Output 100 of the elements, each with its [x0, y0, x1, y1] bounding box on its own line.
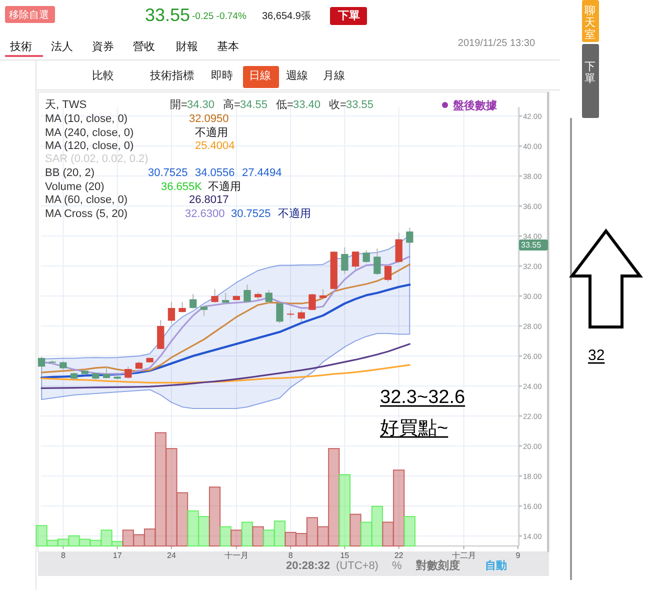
text: %: [392, 560, 402, 572]
bar: [187, 510, 199, 546]
bar: [263, 530, 275, 546]
text: 技術指標: [149, 70, 194, 82]
text: 即時: [211, 69, 233, 82]
bar: [328, 448, 340, 546]
x-tick-label: 十一月: [224, 551, 248, 560]
bar: [404, 516, 416, 546]
annotation: 33.55: [346, 99, 374, 111]
annotation: 25.4004: [195, 140, 235, 152]
annotation: 不適用: [195, 126, 228, 139]
annotation: 不適用: [208, 180, 241, 193]
text: 比較: [92, 69, 114, 82]
annotation: MA (60, close, 0): [45, 194, 128, 206]
annotation: 30.7525: [148, 167, 188, 179]
text: 週線: [286, 70, 308, 82]
line-series: [40, 364, 410, 384]
annotation: 不適用: [278, 207, 311, 220]
x-tick-label: 9: [516, 551, 521, 560]
text: 聊天室: [584, 5, 596, 41]
bar: [382, 522, 394, 546]
bar: [360, 522, 372, 546]
candlestick: [374, 248, 381, 276]
bar: [198, 516, 210, 546]
text: 33.55: [145, 5, 190, 25]
text: 技術: [9, 41, 32, 53]
candlestick: [178, 301, 186, 313]
bar: [112, 540, 124, 546]
text: 營收: [133, 40, 155, 53]
annotation: 34.55: [240, 99, 268, 111]
annotation: 32.3~32.6: [380, 387, 466, 408]
bar: [252, 526, 264, 546]
bar: [350, 514, 362, 546]
text: 32: [588, 347, 605, 364]
candlestick: [298, 310, 305, 322]
annotation: 27.4494: [242, 167, 282, 179]
annotation: Volume (20): [45, 181, 104, 193]
bar: [46, 540, 58, 546]
text: 2019/11/25 13:30: [458, 38, 536, 49]
annotation: 低=: [276, 99, 294, 111]
candlestick: [341, 246, 348, 274]
candlestick: [395, 232, 402, 264]
annotation: MA (240, close, 0): [45, 127, 134, 139]
candlestick: [352, 251, 360, 270]
x-tick-label: 24: [167, 551, 176, 560]
x-tick-label: 15: [340, 551, 350, 560]
annotation: 盤後數據: [452, 99, 498, 112]
bar: [296, 533, 308, 546]
bar: [284, 532, 296, 546]
text: 33.55: [521, 240, 542, 250]
annotation: 高=: [223, 98, 240, 111]
x-tick-label: 8: [60, 551, 66, 560]
text: 日線: [249, 70, 271, 82]
x-tick-label: 十二月: [452, 551, 476, 560]
bar: [317, 526, 329, 546]
bar: [166, 448, 178, 546]
candlestick: [200, 305, 208, 316]
annotation: 收=: [329, 99, 346, 111]
text: 下單: [584, 61, 596, 85]
candlestick: [157, 319, 164, 350]
bar: [122, 530, 134, 546]
bar: [220, 526, 232, 546]
candlestick: [124, 366, 132, 379]
annotation: 33.40: [293, 99, 321, 111]
annotation: MA (120, close, 0): [45, 140, 134, 152]
text: 移除自選: [9, 9, 49, 21]
annotation: 26.8017: [189, 194, 229, 206]
candlestick: [406, 227, 414, 246]
annotation: 好買點~: [380, 418, 448, 439]
bar: [144, 528, 156, 546]
text: 36,654.9張: [262, 11, 311, 22]
candlestick: [38, 356, 46, 368]
text: 下單: [337, 10, 360, 22]
annotation: 32.6300: [185, 208, 225, 220]
line-series: [40, 284, 411, 379]
candlestick: [190, 294, 197, 310]
bar: [208, 486, 221, 546]
x-tick-label: 17: [112, 551, 122, 560]
candlestick: [102, 366, 110, 379]
annotation: 30.7525: [231, 208, 271, 220]
line-series: [40, 343, 410, 390]
annotation: 34.30: [187, 99, 215, 111]
bar: [100, 530, 112, 546]
bar: [230, 530, 242, 546]
bar: [79, 538, 91, 546]
text: 20:28:32: [286, 560, 330, 572]
bar: [241, 522, 254, 546]
annotation: 開=: [170, 99, 188, 111]
candlestick: [362, 250, 370, 264]
candlestick: [222, 292, 230, 304]
text: (UTC+8): [336, 560, 378, 572]
bar: [338, 474, 350, 546]
text: 自動: [485, 559, 507, 572]
candlestick: [308, 293, 316, 311]
text: 月線: [323, 70, 345, 82]
bar: [57, 538, 69, 546]
bar: [36, 525, 48, 546]
text: 資券: [92, 40, 114, 53]
candlestick: [168, 301, 176, 325]
bar: [154, 432, 166, 546]
